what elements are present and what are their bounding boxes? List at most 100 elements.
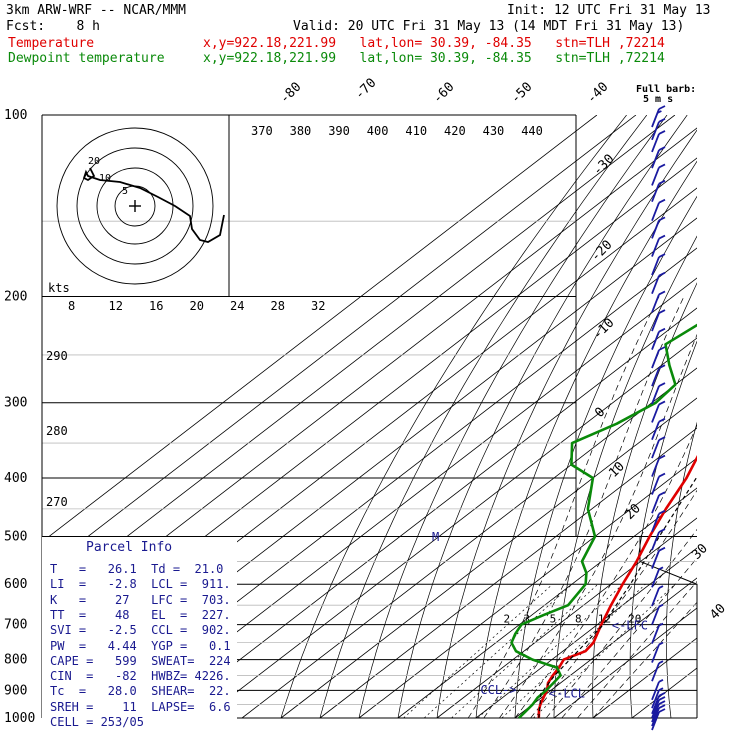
frame-skew-edge	[576, 535, 698, 718]
wind-barb	[651, 290, 666, 313]
parcel-info-row: Tc = 28.0 SHEAR= 22.	[50, 684, 231, 699]
wind-barb	[651, 327, 666, 350]
isotherm-line	[42, 115, 676, 603]
wind-barb	[651, 546, 666, 569]
isotherm-line	[514, 577, 697, 719]
wind-barb	[651, 566, 664, 588]
barb-legend-line1: Full barb:	[636, 84, 697, 95]
wind-barb-staff	[651, 331, 660, 350]
wind-barb-flag	[658, 198, 666, 204]
pressure-label: 300	[4, 396, 27, 411]
wind-barb-flag	[658, 327, 666, 333]
wind-barb-staff	[651, 121, 660, 141]
wind-barb-flag	[658, 400, 666, 406]
temperature-location: x,y=922.18,221.99 lat,lon= 30.39, -84.35…	[203, 36, 665, 51]
wind-barb-flag	[658, 691, 666, 697]
theta-label: 390	[328, 124, 350, 138]
ccl-marker: CCL->	[480, 683, 516, 697]
wind-barb-flag	[658, 491, 666, 497]
temperature-trace	[537, 455, 697, 719]
isotherm-label: -60	[430, 80, 457, 107]
hodograph-trace	[82, 167, 225, 243]
mixing-ratio-line	[403, 583, 553, 719]
wind-barb	[651, 436, 666, 459]
hodograph-ring-label: 20	[88, 156, 100, 167]
parcel-info-row: CAPE = 599 SWEAT= 224	[50, 653, 231, 668]
isotherm-label: 20	[622, 501, 644, 523]
wind-barb-staff	[651, 703, 660, 723]
isotherm-label: -70	[352, 76, 379, 103]
wind-barb	[651, 491, 666, 514]
wind-barb	[651, 364, 666, 387]
wind-barb-staff	[651, 513, 660, 533]
isotherm-line	[358, 457, 697, 719]
wind-barb-flag	[658, 528, 666, 533]
mixing-ratio-label: 20	[628, 613, 641, 626]
theta-label: 420	[444, 124, 466, 138]
wind-barb	[651, 472, 666, 495]
theta-label: 440	[521, 124, 543, 138]
theta-label: 380	[290, 124, 312, 138]
wind-barb-half	[658, 622, 664, 627]
isotherm-label: -50	[508, 80, 535, 107]
wind-barb-flag	[658, 179, 666, 185]
wind-barb-staff	[651, 531, 660, 551]
wind-barb-staff	[651, 458, 660, 477]
wind-barb-flag	[658, 271, 666, 277]
parcel-info-row: CELL = 253/05	[50, 715, 144, 729]
lfc-marker: <-LFC	[612, 619, 648, 633]
wind-barb-staff	[651, 689, 660, 709]
isotherm-label: 40	[707, 601, 729, 623]
hodograph-ring	[76, 147, 194, 265]
hodograph-speed-label: 16	[149, 299, 163, 313]
mixing-ratio-line	[423, 583, 573, 719]
wind-barb-half	[658, 603, 664, 608]
wind-barb	[651, 163, 666, 186]
wind-barb	[651, 585, 664, 607]
wind-barb-staff	[651, 699, 660, 719]
wind-barb-staff	[651, 707, 660, 727]
parcel-info-row: SVI = -2.5 CCL = 902.	[50, 623, 231, 638]
wind-barb-staff	[651, 569, 660, 588]
pressure-label: 800	[4, 653, 27, 668]
theta-left-label: 280	[46, 424, 68, 438]
wind-barb-staff	[651, 167, 660, 186]
wind-barb	[651, 660, 664, 682]
barb-legend-line2: 5 m s	[643, 94, 674, 105]
isotherm-line	[631, 667, 697, 719]
parcel-info-title: Parcel Info	[86, 540, 173, 555]
wind-barb	[651, 454, 666, 477]
wind-barb-flag	[658, 253, 666, 258]
theta-left-label: 290	[46, 349, 68, 363]
wind-barb-flag	[658, 700, 666, 705]
dry-adiabat	[702, 115, 740, 718]
wind-barb-flag	[658, 454, 666, 460]
wind-barb-flag	[658, 546, 666, 552]
wind-barb	[651, 641, 664, 663]
wind-barb	[651, 704, 666, 727]
wind-barb-flag	[658, 290, 666, 296]
pressure-label: 100	[4, 108, 27, 123]
theta-label: 400	[367, 124, 389, 138]
isotherm-line	[42, 115, 598, 543]
wind-barb-flag	[658, 696, 666, 701]
wind-barb-staff	[651, 385, 660, 405]
wind-barb-flag	[658, 382, 666, 387]
hodograph-speed-label: 24	[230, 299, 244, 313]
wind-barb-staff	[651, 294, 660, 313]
wind-barb-staff	[651, 644, 660, 663]
isotherm-line	[319, 427, 697, 719]
wind-barb-staff	[651, 183, 660, 203]
wind-barb-flag	[658, 105, 666, 110]
pressure-label: 1000	[4, 711, 35, 726]
isotherm-line	[436, 517, 697, 719]
wind-barb-flag	[658, 509, 666, 515]
isotherm-label: -10	[590, 316, 617, 343]
isotherm-line	[553, 607, 697, 719]
wind-barb-staff	[651, 439, 660, 459]
pressure-label: 400	[4, 471, 27, 486]
wind-barb	[651, 603, 664, 626]
wind-barb-flag	[658, 436, 666, 441]
parcel-info-row: TT = 48 EL = 227.	[50, 607, 231, 622]
